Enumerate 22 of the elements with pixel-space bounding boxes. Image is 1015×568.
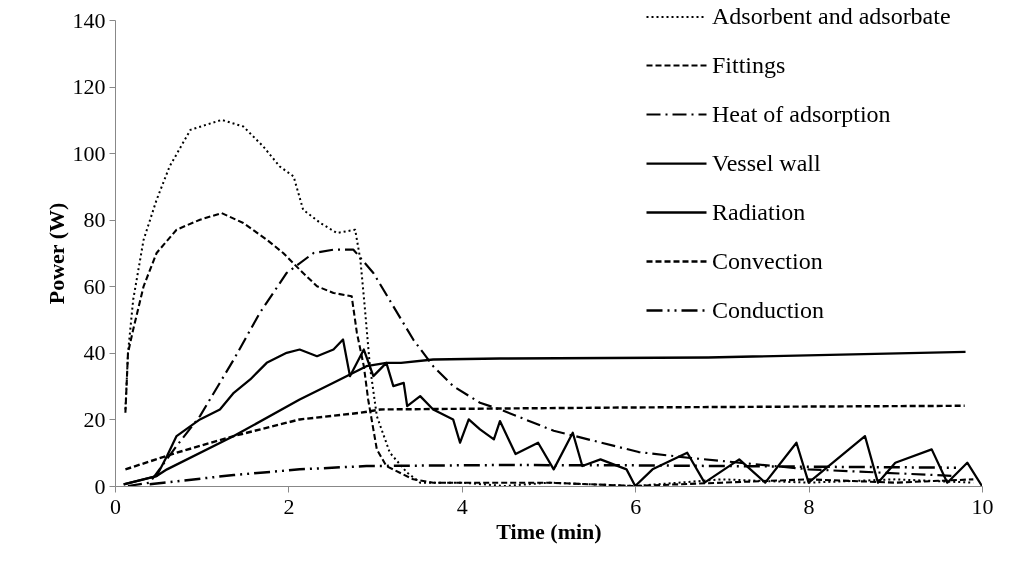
legend-label: Heat of adsorption: [712, 100, 891, 127]
x-tick-label: 6: [630, 493, 642, 519]
y-tick-label: 120: [72, 74, 106, 100]
y-tick-label: 20: [83, 406, 106, 432]
legend-label: Fittings: [712, 51, 786, 78]
legend-label: Convection: [712, 247, 823, 274]
y-tick-label: 40: [83, 340, 106, 366]
legend-label: Adsorbent and adsorbate: [712, 3, 951, 29]
x-tick-label: 4: [456, 493, 468, 519]
y-tick-label: 140: [72, 7, 106, 33]
y-tick-label: 60: [83, 273, 106, 299]
x-tick-label: 2: [283, 493, 295, 519]
x-tick-label: 10: [971, 493, 994, 519]
x-tick-label: 8: [803, 493, 815, 519]
y-axis-title: Power (W): [43, 202, 69, 305]
legend-label: Vessel wall: [712, 149, 821, 176]
y-tick-label: 0: [94, 473, 106, 499]
y-tick-label: 100: [72, 140, 106, 166]
x-axis-title: Time (min): [496, 518, 602, 544]
y-tick-label: 80: [83, 207, 106, 233]
legend-label: Radiation: [712, 198, 806, 225]
legend-label: Conduction: [712, 296, 824, 323]
